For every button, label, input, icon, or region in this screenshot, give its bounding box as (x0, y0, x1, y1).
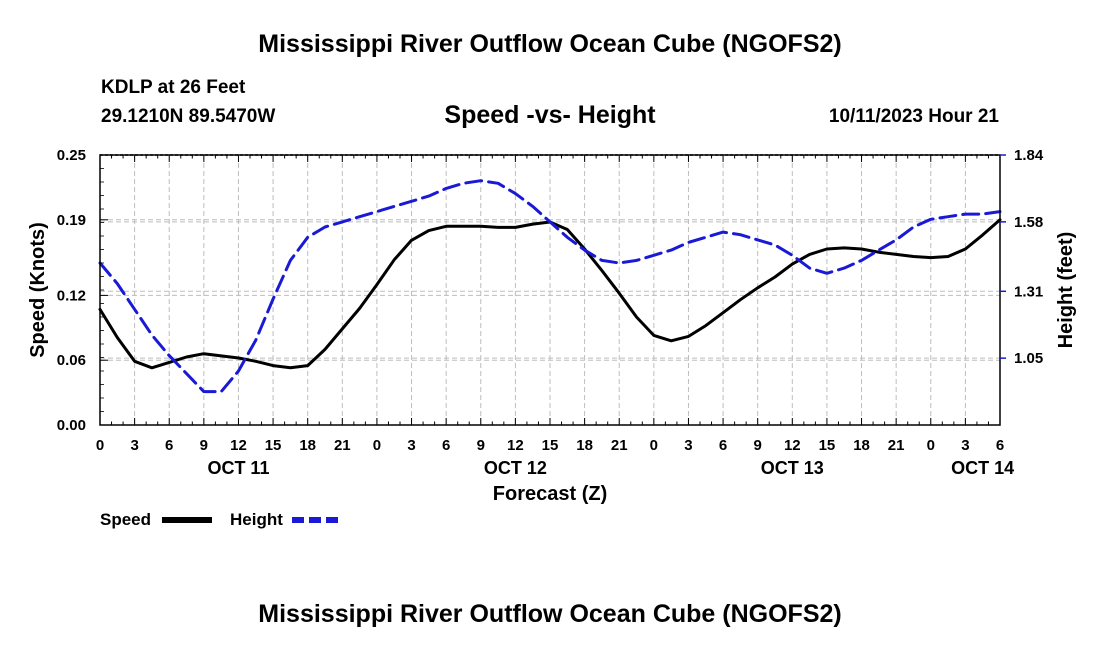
footer-title: Mississippi River Outflow Ocean Cube (NG… (258, 600, 842, 628)
height-series-line (98, 179, 1002, 394)
x-tick-label: 6 (442, 437, 450, 454)
x-tick-label: 18 (299, 437, 316, 454)
y-tick-label: 0.19 (57, 212, 86, 229)
x-tick-label: 0 (96, 437, 104, 454)
label-layer: 0 3 6 9 12 15 18 21 0 3 6 9 12 15 18 21 0 3 6 9 12 15 18 21 0 3 6 O… (27, 147, 1077, 505)
x-tick-label: 9 (200, 437, 208, 454)
date-label: OCT 12 (484, 458, 547, 478)
series-layer (98, 179, 1002, 394)
x-tick-label: 15 (542, 437, 559, 454)
x-axis-title: Forecast (Z) (493, 483, 607, 505)
x-tick-label: 21 (611, 437, 628, 454)
date-label: OCT 11 (207, 458, 269, 478)
x-tick-label: 6 (719, 437, 727, 454)
x-tick-label: 12 (784, 437, 801, 454)
x-tick-label: 3 (684, 437, 692, 454)
y2-axis-title: Height (feet) (1055, 232, 1077, 349)
x-tick-label: 6 (996, 437, 1004, 454)
x-tick-label: 3 (130, 437, 138, 454)
x-tick-label: 12 (507, 437, 524, 454)
datetime-label: 10/11/2023 Hour 21 (828, 106, 999, 127)
grid-layer (100, 154, 1000, 425)
x-tick-label: 21 (888, 437, 905, 454)
x-tick-label: 0 (650, 437, 658, 454)
y-tick-label: 0.06 (57, 352, 86, 369)
y-tick-label: 0.00 (57, 417, 86, 434)
y2-tick-label: 1.05 (1014, 350, 1043, 367)
x-tick-label: 18 (853, 437, 870, 454)
x-tick-label: 18 (576, 437, 593, 454)
x-tick-label: 12 (230, 437, 247, 454)
x-tick-label: 9 (754, 437, 762, 454)
x-tick-label: 0 (927, 437, 935, 454)
y-axis-title: Speed (Knots) (27, 222, 49, 358)
y-tick-label: 0.12 (57, 287, 86, 304)
y2-tick-label: 1.58 (1014, 214, 1043, 231)
y2-tick-label: 1.84 (1014, 147, 1044, 164)
station-label: KDLP at 26 Feet (101, 77, 246, 98)
x-tick-label: 15 (265, 437, 282, 454)
legend-speed-label: Speed (100, 510, 152, 529)
x-tick-label: 15 (819, 437, 836, 454)
axis-layer (99, 154, 1006, 426)
date-label: OCT 14 (951, 458, 1014, 478)
x-tick-label: 3 (407, 437, 415, 454)
y2-tick-label: 1.31 (1014, 283, 1043, 300)
legend-height-label: Height (230, 510, 283, 529)
y-tick-label: 0.25 (57, 147, 86, 164)
chart-subtitle: Speed -vs- Height (444, 101, 656, 129)
x-tick-label: 21 (334, 437, 351, 454)
date-label: OCT 13 (761, 458, 824, 478)
x-tick-label: 0 (373, 437, 381, 454)
x-tick-label: 6 (165, 437, 173, 454)
coordinates-label: 29.1210N 89.5470W (101, 106, 276, 127)
x-tick-label: 9 (477, 437, 485, 454)
page-title: Mississippi River Outflow Ocean Cube (NG… (258, 30, 842, 58)
x-tick-label: 3 (961, 437, 969, 454)
